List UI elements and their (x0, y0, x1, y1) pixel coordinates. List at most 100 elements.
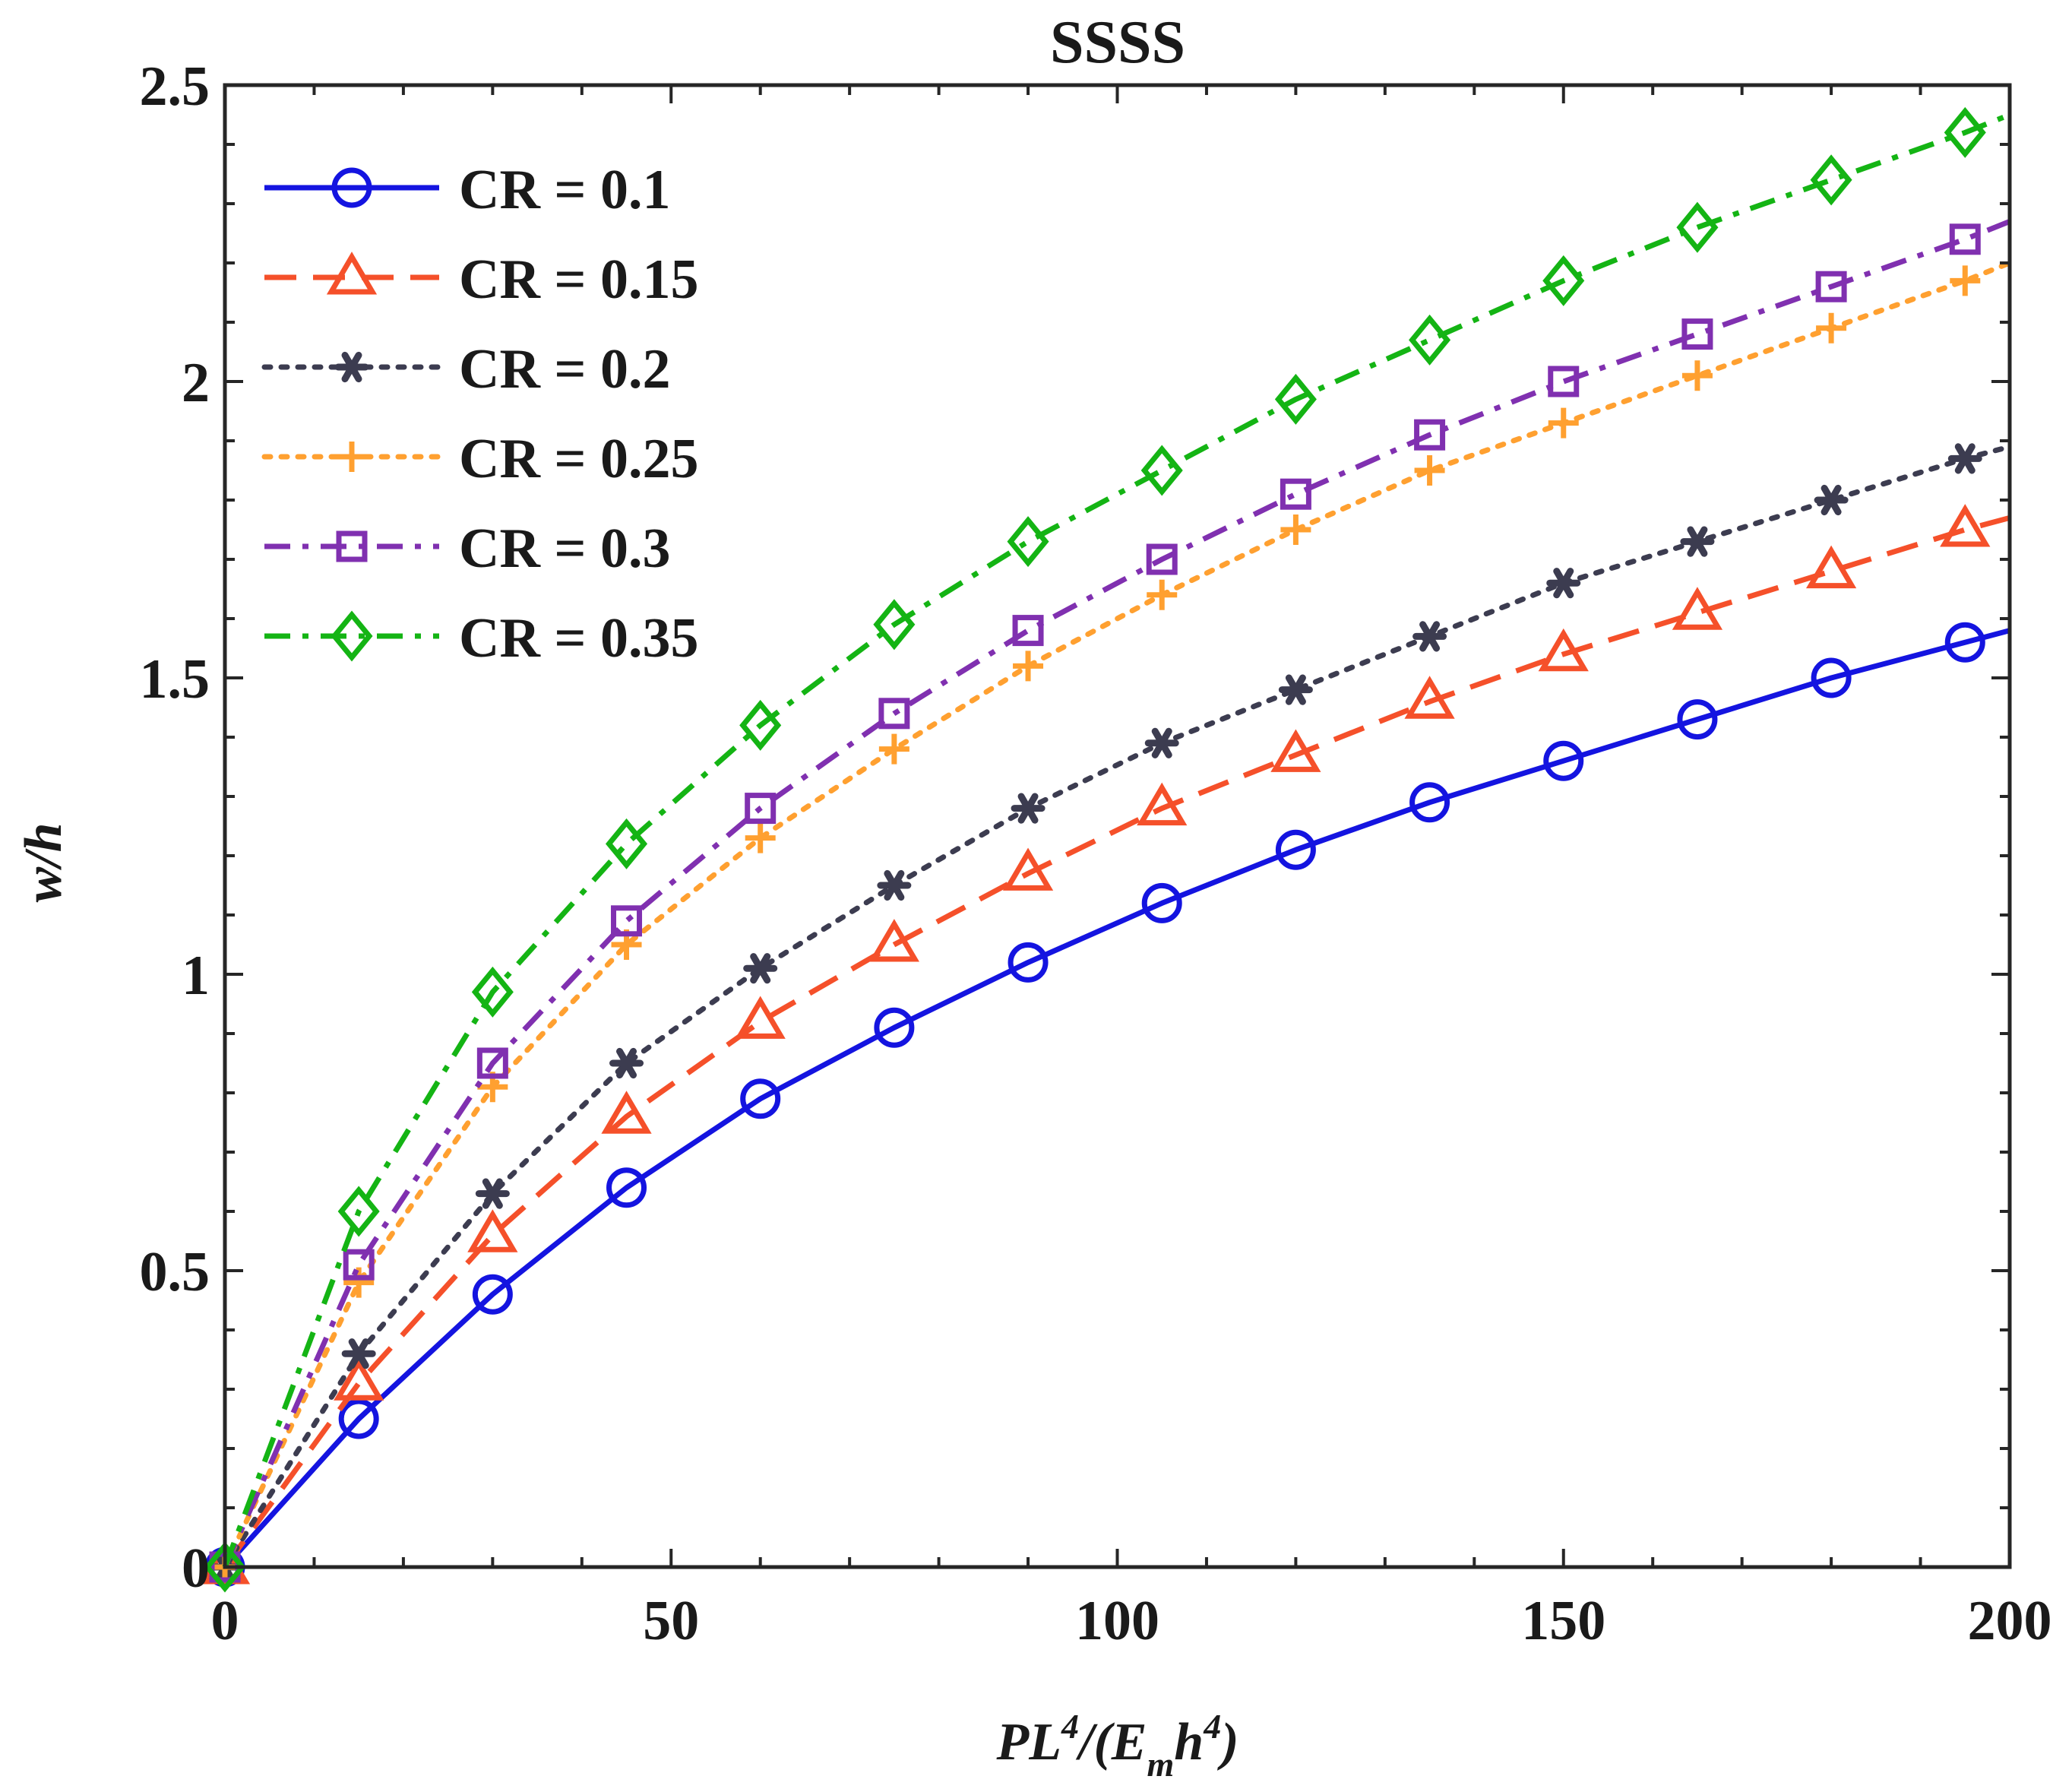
data-point-marker (1137, 782, 1188, 826)
data-point-marker (475, 1178, 510, 1209)
data-point-marker (1270, 729, 1321, 772)
data-point-marker (1013, 651, 1044, 682)
legend-label: CR = 0.35 (459, 607, 699, 670)
data-point-marker (1543, 740, 1584, 781)
data-point-marker (1950, 265, 1981, 296)
chart-title: SSSS (1050, 9, 1185, 76)
legend-entry: CR = 0.15 (264, 249, 699, 311)
legend-entry: CR = 0.35 (264, 607, 699, 670)
series-cr-0-15 (199, 504, 2010, 1585)
y-tick-label: 2.5 (140, 55, 210, 118)
star-stroke (1285, 674, 1306, 705)
y-tick-label: 1.5 (140, 648, 210, 711)
star-stroke (1553, 568, 1574, 599)
x-label-part: PL (995, 1713, 1061, 1771)
data-point-marker (343, 1267, 375, 1298)
data-point-marker (1144, 727, 1179, 758)
data-point-marker (1947, 443, 1982, 474)
data-point-marker (334, 1357, 384, 1401)
data-point-marker (1409, 782, 1450, 823)
data-point-marker (1008, 942, 1049, 983)
star-stroke (348, 1338, 369, 1369)
data-point-marker (611, 905, 643, 937)
data-point-marker (868, 919, 919, 962)
data-point-marker (337, 442, 367, 472)
star-stroke (1954, 443, 1976, 474)
data-point-marker (1681, 360, 1713, 391)
data-point-marker (1275, 829, 1316, 870)
data-point-marker (743, 953, 778, 984)
data-point-marker (1672, 587, 1723, 630)
data-point-marker (1002, 847, 1054, 891)
data-point-marker (1280, 478, 1311, 510)
legend-label: CR = 0.25 (459, 428, 699, 490)
data-point-marker (338, 1398, 379, 1439)
data-point-marker (1007, 516, 1049, 568)
data-point-marker (334, 351, 369, 383)
data-point-marker (1676, 201, 1719, 253)
series-group (199, 106, 2013, 1593)
legend-entry: CR = 0.1 (264, 159, 671, 221)
x-label-sup: 4 (1203, 1707, 1221, 1746)
legend-label: CR = 0.1 (459, 159, 671, 221)
data-point-marker (1815, 271, 1847, 302)
data-point-marker (1546, 568, 1581, 599)
legend-label: CR = 0.3 (459, 518, 671, 580)
data-point-marker (1147, 579, 1178, 610)
series-line (222, 112, 2011, 1569)
series-cr-0-35 (204, 106, 2011, 1593)
series-line (222, 219, 2011, 1569)
data-point-marker (1944, 106, 1986, 158)
x-axis-label: PL4/(Emh4) (995, 1707, 1238, 1784)
data-point-marker (873, 599, 916, 651)
data-point-marker (1548, 407, 1579, 439)
data-point-marker (1140, 445, 1183, 496)
x-label-sup: 4 (1061, 1707, 1079, 1746)
data-point-marker (1280, 514, 1311, 545)
legend-entry: CR = 0.3 (264, 518, 671, 580)
star-stroke (750, 953, 771, 984)
data-point-marker (204, 1541, 246, 1593)
data-point-marker (1810, 154, 1852, 206)
series-line (223, 515, 2010, 1569)
data-point-marker (1949, 223, 1981, 255)
data-point-marker (1542, 255, 1585, 306)
data-point-marker (1811, 657, 1852, 698)
data-point-marker (1677, 699, 1718, 740)
data-point-marker (1681, 318, 1713, 350)
data-point-marker (1141, 882, 1182, 923)
data-point-marker (476, 1047, 508, 1079)
x-label-part: h (1174, 1713, 1204, 1771)
series-cr-0-3 (209, 219, 2011, 1583)
star-stroke (1419, 621, 1441, 652)
star-stroke (884, 869, 905, 901)
data-point-marker (467, 1209, 518, 1252)
data-point-marker (1414, 419, 1446, 451)
data-point-marker (601, 1091, 652, 1134)
data-point-marker (605, 818, 648, 869)
star-stroke (1017, 793, 1039, 824)
y-tick-label: 0 (182, 1537, 210, 1600)
y-axis-label: w/h (14, 822, 73, 902)
data-point-marker (1944, 622, 1985, 663)
data-point-marker (331, 167, 372, 208)
data-point-marker (1414, 455, 1445, 486)
data-point-marker (1274, 373, 1317, 425)
axes: 0 50 100 150 200 0 0.5 1 1.5 2 2.5 (140, 55, 2052, 1652)
legend-label: CR = 0.2 (459, 338, 671, 401)
series-line (223, 628, 2010, 1569)
y-tick-label: 1 (182, 945, 210, 1007)
data-point-marker (739, 699, 782, 751)
data-point-marker (1278, 674, 1313, 705)
data-point-marker (331, 610, 373, 662)
data-point-marker (471, 966, 514, 1018)
data-point-marker (343, 1249, 375, 1281)
star-stroke (616, 1047, 637, 1079)
data-point-marker (1680, 526, 1715, 557)
star-stroke (341, 351, 362, 383)
data-point-marker (1409, 314, 1451, 366)
data-point-marker (878, 733, 909, 765)
data-point-marker (1548, 366, 1580, 397)
data-point-marker (1404, 676, 1455, 719)
